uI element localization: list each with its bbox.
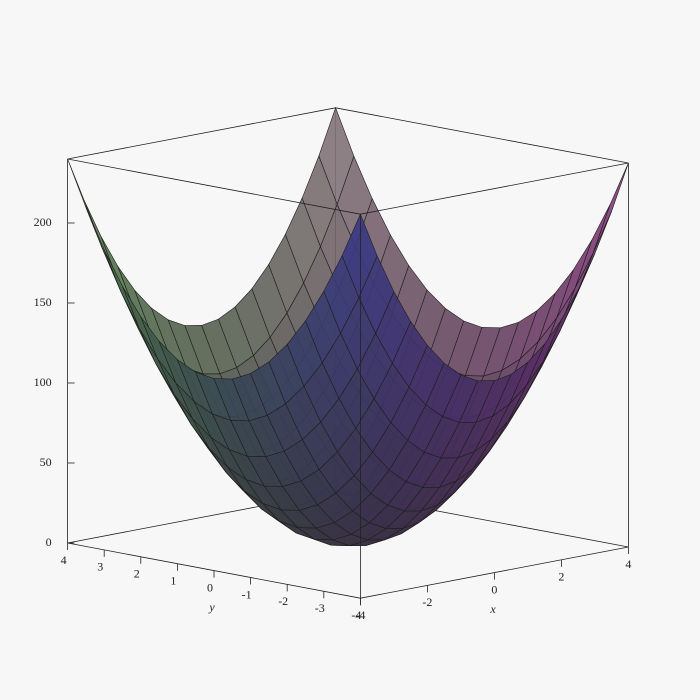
x-tick-label: -2 [422, 595, 432, 609]
surface [67, 106, 629, 546]
box-edge [67, 158, 361, 215]
x-tick-label: 0 [491, 582, 497, 596]
x-tick-label: -4 [355, 608, 365, 622]
z-tick-label: 100 [34, 375, 52, 389]
x-axis-label: x [489, 602, 496, 616]
y-tick-label: -2 [278, 594, 288, 608]
z-tick-label: 0 [46, 535, 52, 549]
y-tick-label: -4 [351, 608, 361, 622]
y-tick-label: 2 [134, 567, 140, 581]
y-tick-label: -3 [315, 601, 325, 615]
x-tick-label: 2 [558, 570, 564, 584]
y-tick-label: 4 [61, 553, 67, 567]
box-edge [335, 107, 629, 164]
z-tick-label: 50 [40, 455, 52, 469]
surface-patch [341, 213, 378, 299]
box-edge [67, 107, 336, 160]
x-tick-label: 4 [625, 557, 631, 571]
box-edge [360, 162, 629, 215]
y-axis-label: y [208, 600, 215, 614]
y-tick-label: 3 [97, 560, 103, 574]
z-tick-label: 150 [34, 295, 52, 309]
z-tick-label: 200 [34, 215, 52, 229]
y-tick-label: 1 [170, 573, 176, 587]
y-tick-label: 0 [207, 580, 213, 594]
y-tick-label: -1 [242, 587, 252, 601]
